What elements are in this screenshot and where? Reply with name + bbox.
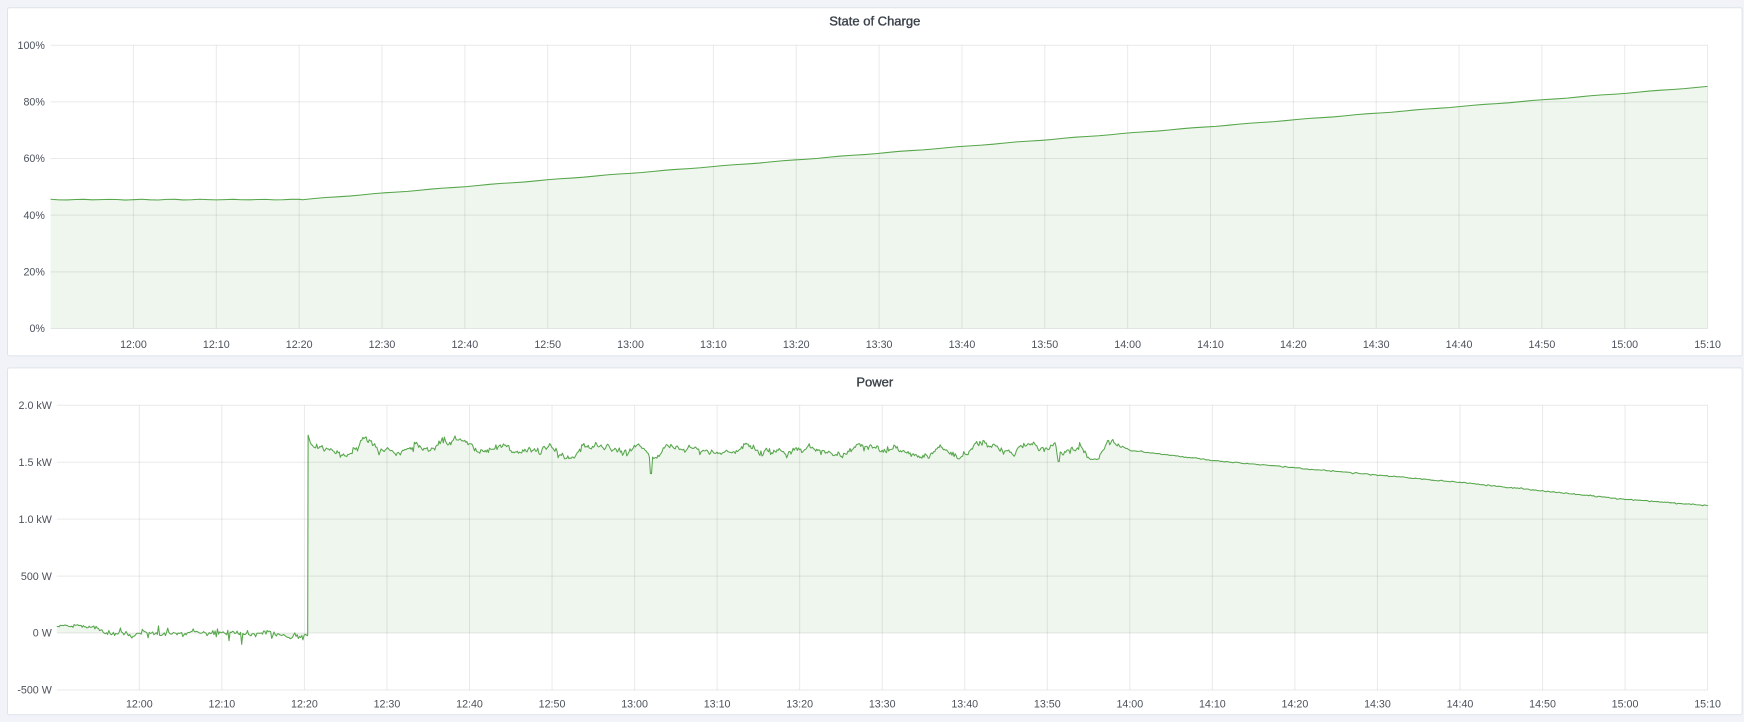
svg-text:14:40: 14:40 xyxy=(1446,339,1473,351)
svg-text:13:20: 13:20 xyxy=(786,699,813,711)
svg-text:13:20: 13:20 xyxy=(783,339,810,351)
svg-text:80%: 80% xyxy=(23,97,45,109)
svg-text:13:40: 13:40 xyxy=(949,339,976,351)
svg-text:40%: 40% xyxy=(23,210,45,222)
svg-text:12:00: 12:00 xyxy=(120,339,147,351)
svg-text:15:10: 15:10 xyxy=(1694,339,1721,351)
svg-text:1.5 kW: 1.5 kW xyxy=(19,457,53,469)
svg-text:State of Charge: State of Charge xyxy=(829,13,920,28)
svg-text:12:00: 12:00 xyxy=(126,699,153,711)
svg-text:12:40: 12:40 xyxy=(451,339,478,351)
svg-text:14:10: 14:10 xyxy=(1199,699,1226,711)
svg-text:14:30: 14:30 xyxy=(1364,699,1391,711)
svg-text:14:10: 14:10 xyxy=(1197,339,1224,351)
svg-text:Power: Power xyxy=(856,374,894,389)
svg-text:13:00: 13:00 xyxy=(617,339,644,351)
svg-text:14:00: 14:00 xyxy=(1116,699,1143,711)
svg-text:13:40: 13:40 xyxy=(951,699,978,711)
svg-text:12:40: 12:40 xyxy=(456,699,483,711)
svg-text:500 W: 500 W xyxy=(21,571,53,583)
svg-text:14:20: 14:20 xyxy=(1282,699,1309,711)
svg-text:12:10: 12:10 xyxy=(203,339,230,351)
svg-text:12:30: 12:30 xyxy=(374,699,401,711)
svg-text:14:30: 14:30 xyxy=(1363,339,1390,351)
svg-text:0%: 0% xyxy=(29,323,45,335)
svg-text:12:50: 12:50 xyxy=(539,699,566,711)
svg-text:2.0 kW: 2.0 kW xyxy=(19,400,53,412)
svg-text:13:50: 13:50 xyxy=(1031,339,1058,351)
svg-text:-500 W: -500 W xyxy=(17,685,52,697)
svg-text:13:50: 13:50 xyxy=(1034,699,1061,711)
svg-text:1.0 kW: 1.0 kW xyxy=(19,514,53,526)
svg-text:14:50: 14:50 xyxy=(1529,699,1556,711)
svg-text:100%: 100% xyxy=(18,40,46,52)
svg-text:60%: 60% xyxy=(23,153,45,165)
svg-text:15:00: 15:00 xyxy=(1611,339,1638,351)
svg-text:13:00: 13:00 xyxy=(621,699,648,711)
svg-text:0 W: 0 W xyxy=(33,628,53,640)
svg-text:13:30: 13:30 xyxy=(866,339,893,351)
svg-text:12:20: 12:20 xyxy=(286,339,313,351)
svg-text:14:40: 14:40 xyxy=(1447,699,1474,711)
svg-text:12:50: 12:50 xyxy=(534,339,561,351)
svg-text:12:10: 12:10 xyxy=(209,699,236,711)
svg-text:12:30: 12:30 xyxy=(369,339,396,351)
svg-text:12:20: 12:20 xyxy=(291,699,318,711)
svg-text:20%: 20% xyxy=(23,267,45,279)
svg-text:13:10: 13:10 xyxy=(704,699,731,711)
svg-text:13:10: 13:10 xyxy=(700,339,727,351)
svg-text:14:50: 14:50 xyxy=(1529,339,1556,351)
svg-text:15:10: 15:10 xyxy=(1694,699,1721,711)
svg-text:13:30: 13:30 xyxy=(869,699,896,711)
svg-text:14:20: 14:20 xyxy=(1280,339,1307,351)
svg-text:15:00: 15:00 xyxy=(1612,699,1639,711)
svg-text:14:00: 14:00 xyxy=(1114,339,1141,351)
